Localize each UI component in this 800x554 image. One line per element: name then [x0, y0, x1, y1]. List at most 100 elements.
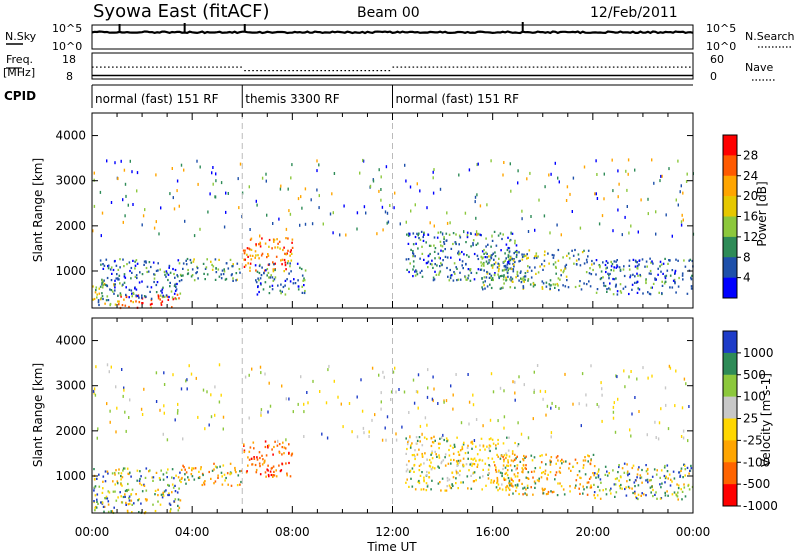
- echo-cell: [123, 265, 125, 268]
- echo-cell: [163, 411, 165, 415]
- echo-cell: [362, 426, 365, 430]
- echo-cell: [655, 473, 658, 476]
- echo-cell: [230, 484, 233, 487]
- echo-cell: [491, 438, 494, 441]
- echo-cell: [174, 283, 176, 286]
- echo-cell: [637, 484, 640, 487]
- echo-cell: [462, 457, 465, 460]
- echo-cell: [688, 405, 690, 408]
- echo-cell: [503, 460, 505, 463]
- echo-cell: [418, 448, 420, 451]
- echo-cell: [96, 296, 98, 299]
- echo-cell: [583, 262, 586, 265]
- echo-cell: [564, 372, 566, 376]
- echo-cell: [428, 476, 430, 479]
- echo-cell: [210, 477, 212, 480]
- echo-cell: [273, 474, 276, 477]
- echo-cell: [507, 275, 509, 278]
- echo-cell: [432, 266, 434, 269]
- echo-cell: [100, 234, 102, 238]
- echo-cell: [584, 473, 587, 476]
- echo-cell: [376, 232, 378, 236]
- echo-cell: [458, 461, 461, 464]
- echo-cell: [421, 252, 424, 255]
- echo-cell: [511, 277, 514, 280]
- echo-cell: [488, 438, 491, 441]
- echo-cell: [452, 407, 454, 411]
- echo-cell: [433, 168, 435, 172]
- echo-cell: [450, 274, 453, 277]
- echo-cell: [683, 483, 685, 486]
- echo-cell: [641, 481, 643, 484]
- echo-cell: [515, 457, 517, 460]
- echo-cell: [515, 244, 518, 247]
- echo-cell: [356, 435, 359, 439]
- echo-cell: [181, 476, 183, 480]
- echo-cell: [426, 437, 428, 441]
- echo-cell: [560, 485, 563, 488]
- echo-cell: [675, 258, 677, 261]
- echo-cell: [466, 236, 469, 239]
- echo-cell: [427, 266, 429, 269]
- echo-cell: [463, 230, 465, 234]
- echo-cell: [688, 488, 691, 491]
- echo-cell: [248, 450, 251, 453]
- echo-cell: [642, 493, 645, 496]
- echo-cell: [149, 290, 151, 293]
- echo-cell: [469, 463, 471, 466]
- echo-cell: [122, 469, 124, 472]
- echo-cell: [235, 272, 238, 275]
- echo-cell: [669, 478, 672, 481]
- echo-cell: [619, 283, 622, 286]
- echo-cell: [172, 373, 174, 377]
- echo-cell: [623, 471, 626, 474]
- echo-cell: [186, 272, 189, 276]
- echo-cell: [182, 267, 184, 270]
- echo-cell: [674, 272, 676, 275]
- echo-cell: [433, 387, 435, 391]
- echo-cell: [372, 179, 375, 183]
- echo-cell: [225, 191, 227, 195]
- echo-cell: [439, 270, 442, 273]
- echo-cell: [455, 373, 457, 376]
- echo-cell: [92, 285, 94, 288]
- echo-cell: [490, 274, 493, 277]
- echo-cell: [418, 464, 421, 467]
- echo-cell: [411, 467, 414, 470]
- echo-cell: [159, 503, 162, 506]
- power-ylabel: Slant Range [km]: [31, 158, 45, 262]
- echo-cell: [500, 287, 503, 290]
- echo-cell: [107, 510, 110, 513]
- echo-cell: [473, 463, 476, 466]
- echo-cell: [439, 437, 441, 440]
- echo-cell: [516, 270, 519, 273]
- echo-cell: [420, 488, 423, 491]
- echo-cell: [184, 473, 186, 476]
- echo-cell: [168, 295, 170, 299]
- echo-cell: [646, 467, 649, 471]
- echo-cell: [281, 263, 283, 266]
- echo-cell: [269, 404, 272, 408]
- echo-cell: [345, 233, 347, 237]
- echo-cell: [475, 230, 478, 234]
- echo-cell: [585, 393, 587, 397]
- echo-cell: [431, 441, 434, 444]
- echo-cell: [101, 211, 104, 215]
- echo-cell: [524, 278, 526, 281]
- echo-cell: [420, 230, 423, 233]
- echo-cell: [332, 211, 334, 215]
- echo-cell: [505, 265, 507, 268]
- echo-cell: [518, 251, 520, 254]
- echo-cell: [586, 493, 589, 496]
- echo-cell: [691, 259, 694, 263]
- echo-cell: [645, 281, 647, 285]
- echo-cell: [289, 280, 292, 283]
- echo-cell: [254, 264, 257, 267]
- echo-cell: [575, 259, 578, 262]
- echo-cell: [620, 476, 622, 479]
- echo-cell: [482, 444, 485, 447]
- echo-cell: [252, 441, 255, 444]
- echo-cell: [275, 255, 278, 258]
- echo-cell: [448, 279, 451, 282]
- echo-cell: [106, 295, 109, 298]
